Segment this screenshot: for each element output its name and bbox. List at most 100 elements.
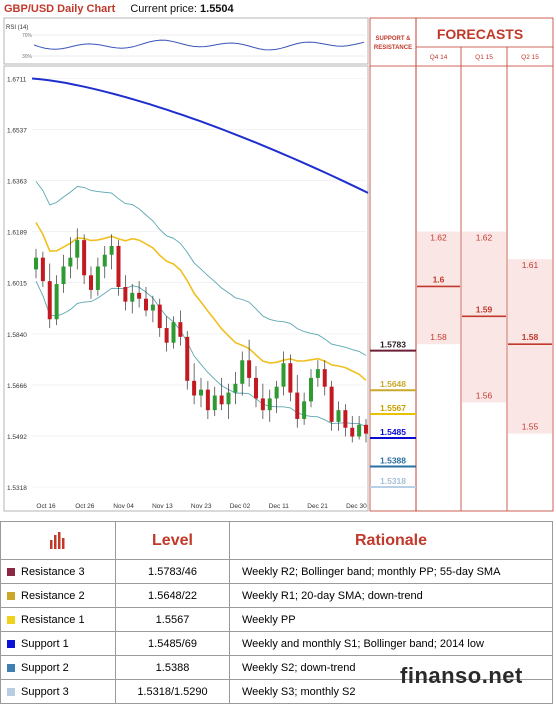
y-tick-label: 1.6363: [7, 179, 27, 186]
forecast-mid-label: 1.58: [522, 332, 539, 342]
y-tick-label: 1.5492: [7, 434, 27, 441]
forecast-panel: [415, 17, 554, 512]
candle-body: [68, 257, 73, 267]
rsi-label: RSI (14): [6, 25, 28, 31]
x-tick-label: Nov 23: [191, 503, 212, 510]
forecast-high-label: 1.62: [476, 233, 493, 243]
candle-body: [315, 369, 320, 378]
level-color-swatch: [7, 591, 15, 600]
support-resistance-panel: [369, 17, 417, 512]
level-value: 1.5388: [115, 655, 230, 680]
quarter-label: Q1 15: [475, 54, 493, 61]
rsi-tick-30: 30%: [22, 54, 33, 60]
level-value: 1.5485/69: [115, 631, 230, 656]
y-tick-label: 1.6015: [7, 281, 27, 288]
y-tick-label: 1.6711: [7, 77, 27, 84]
x-tick-label: Dec 02: [230, 503, 251, 510]
row-level-name: Resistance 3: [0, 559, 116, 584]
y-tick-label: 1.5840: [7, 332, 27, 339]
candle-body: [82, 240, 87, 276]
level-name: Resistance 2: [21, 589, 85, 602]
finanso-logo: finanso.net: [400, 663, 523, 688]
level-color-swatch: [7, 567, 15, 576]
chart-title: GBP/USD Daily Chart: [4, 3, 116, 15]
bollinger-lower: [35, 280, 367, 428]
table-row: Resistance 1 1.5567 Weekly PP: [0, 607, 553, 632]
level-label: 1.5485: [380, 427, 406, 437]
quarter-label: Q4 14: [430, 54, 448, 61]
candle-body: [192, 380, 197, 396]
x-tick-label: Dec 11: [269, 503, 289, 510]
forecast-low-label: 1.55: [522, 422, 539, 432]
bollinger-upper: [35, 181, 367, 356]
candle-body: [116, 245, 121, 287]
candle-body: [47, 281, 52, 320]
forecast-mid-label: 1.59: [476, 304, 493, 314]
candle-body: [109, 245, 114, 255]
candle-body: [288, 363, 293, 393]
level-color-swatch: [7, 639, 15, 648]
candle-body: [302, 401, 307, 419]
row-level-name: Resistance 1: [0, 607, 116, 632]
rationale-header: Rationale: [229, 521, 553, 560]
row-level-name: Support 2: [0, 655, 116, 680]
candle-body: [357, 424, 362, 437]
level-label: 1.5783: [380, 340, 406, 350]
candle-body: [205, 389, 210, 411]
level-rationale: Weekly R2; Bollinger band; monthly PP; 5…: [229, 559, 553, 584]
candle-body: [199, 389, 203, 396]
x-tick-label: Dec 21: [307, 503, 328, 510]
table-icon-cell: [0, 521, 116, 560]
candle-body: [260, 398, 265, 411]
candle-body: [322, 369, 327, 387]
candle-body: [329, 386, 334, 422]
rsi-tick-70: 70%: [22, 33, 33, 39]
current-price-label: Current price:: [130, 3, 197, 15]
candle-body: [309, 377, 313, 402]
candle-body: [267, 398, 272, 411]
level-value: 1.5648/22: [115, 583, 230, 608]
candle-body: [364, 424, 368, 434]
level-rationale: Weekly R1; 20-day SMA; down-trend: [229, 583, 553, 608]
candle-body: [123, 287, 128, 302]
level-color-swatch: [7, 663, 15, 672]
level-label: 1.5567: [380, 403, 406, 413]
sr-label-1: SUPPORT &: [375, 36, 411, 42]
candle-body: [54, 284, 59, 320]
candle-body: [212, 395, 217, 411]
y-tick-label: 1.5666: [7, 383, 27, 390]
candle-body: [75, 240, 80, 258]
forecast-mid-label: 1.6: [433, 274, 445, 284]
table-row: Support 1 1.5485/69 Weekly and monthly S1;…: [0, 631, 553, 656]
table-row: Resistance 2 1.5648/22 Weekly R1; 20-day S…: [0, 583, 553, 608]
x-tick-label: Oct 26: [75, 503, 95, 510]
levels-table-area: Level Rationale Resistance 3 1.5783/46 Wee…: [0, 521, 556, 704]
candle-body: [350, 427, 355, 437]
rsi-series: [33, 39, 365, 51]
level-color-swatch: [7, 615, 15, 624]
candle-body: [226, 392, 231, 405]
level-label: 1.5318: [380, 476, 406, 486]
level-name: Resistance 3: [21, 565, 85, 578]
candle-body: [233, 383, 238, 393]
x-tick-label: Oct 16: [36, 503, 56, 510]
sma55-line: [31, 77, 369, 194]
candle-body: [185, 336, 190, 381]
current-price-value: 1.5504: [200, 3, 234, 15]
row-level-name: Support 3: [0, 679, 116, 704]
candle-body: [254, 377, 258, 399]
candle-body: [343, 410, 348, 428]
candle-body: [34, 257, 38, 270]
x-tick-label: Nov 04: [113, 503, 134, 510]
table-row: Support 3 1.5318/1.5290 Weekly S3; monthly…: [0, 679, 553, 704]
candle-body: [295, 392, 300, 419]
candle-body: [274, 386, 279, 399]
level-header: Level: [115, 521, 230, 560]
forecast-high-label: 1.61: [522, 260, 539, 270]
candle-body: [95, 266, 100, 290]
level-name: Support 1: [21, 637, 69, 650]
table-header-row: Level Rationale: [0, 521, 553, 560]
level-value: 1.5318/1.5290: [115, 679, 230, 704]
quarter-label: Q2 15: [521, 54, 539, 61]
table-row: Resistance 3 1.5783/46 Weekly R2; Bollinge…: [0, 559, 553, 584]
